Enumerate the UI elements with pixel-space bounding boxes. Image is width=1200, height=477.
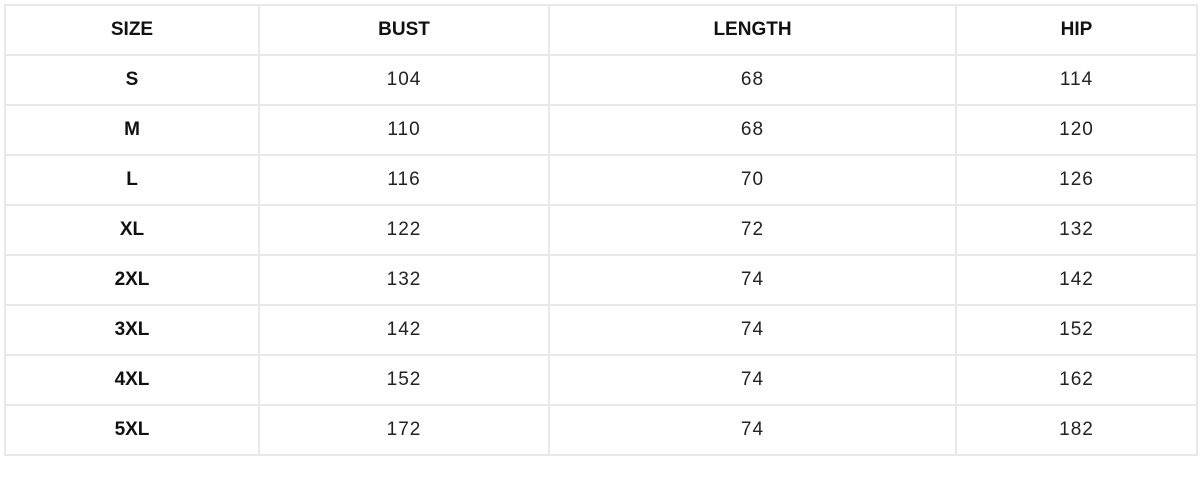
cell-size: 2XL bbox=[4, 254, 260, 306]
cell-bust: 142 bbox=[258, 304, 550, 356]
cell-hip: 182 bbox=[955, 404, 1198, 456]
table-row: 5XL 172 74 182 bbox=[4, 404, 1198, 456]
cell-bust: 104 bbox=[258, 54, 550, 106]
cell-size: XL bbox=[4, 204, 260, 256]
cell-size: 3XL bbox=[4, 304, 260, 356]
cell-bust: 172 bbox=[258, 404, 550, 456]
header-hip: HIP bbox=[955, 4, 1198, 56]
cell-size: 4XL bbox=[4, 354, 260, 406]
table-row: L 116 70 126 bbox=[4, 154, 1198, 206]
cell-length: 68 bbox=[548, 104, 957, 156]
cell-length: 68 bbox=[548, 54, 957, 106]
cell-hip: 132 bbox=[955, 204, 1198, 256]
cell-bust: 152 bbox=[258, 354, 550, 406]
table-row: 4XL 152 74 162 bbox=[4, 354, 1198, 406]
header-length: LENGTH bbox=[548, 4, 957, 56]
cell-size: M bbox=[4, 104, 260, 156]
cell-size: 5XL bbox=[4, 404, 260, 456]
cell-bust: 116 bbox=[258, 154, 550, 206]
cell-length: 74 bbox=[548, 354, 957, 406]
cell-length: 74 bbox=[548, 404, 957, 456]
cell-length: 74 bbox=[548, 254, 957, 306]
table-row: S 104 68 114 bbox=[4, 54, 1198, 106]
cell-length: 72 bbox=[548, 204, 957, 256]
cell-bust: 110 bbox=[258, 104, 550, 156]
cell-hip: 120 bbox=[955, 104, 1198, 156]
cell-hip: 152 bbox=[955, 304, 1198, 356]
table-row: 2XL 132 74 142 bbox=[4, 254, 1198, 306]
table-row: 3XL 142 74 152 bbox=[4, 304, 1198, 356]
size-chart-table: SIZE BUST LENGTH HIP S 104 68 114 M 110 68 120 L… bbox=[4, 4, 1198, 456]
cell-size: L bbox=[4, 154, 260, 206]
cell-length: 74 bbox=[548, 304, 957, 356]
cell-hip: 114 bbox=[955, 54, 1198, 106]
cell-length: 70 bbox=[548, 154, 957, 206]
header-bust: BUST bbox=[258, 4, 550, 56]
header-row: SIZE BUST LENGTH HIP bbox=[4, 4, 1198, 56]
cell-hip: 126 bbox=[955, 154, 1198, 206]
table-row: XL 122 72 132 bbox=[4, 204, 1198, 256]
table-row: M 110 68 120 bbox=[4, 104, 1198, 156]
header-size: SIZE bbox=[4, 4, 260, 56]
cell-hip: 142 bbox=[955, 254, 1198, 306]
cell-bust: 132 bbox=[258, 254, 550, 306]
cell-size: S bbox=[4, 54, 260, 106]
cell-bust: 122 bbox=[258, 204, 550, 256]
cell-hip: 162 bbox=[955, 354, 1198, 406]
